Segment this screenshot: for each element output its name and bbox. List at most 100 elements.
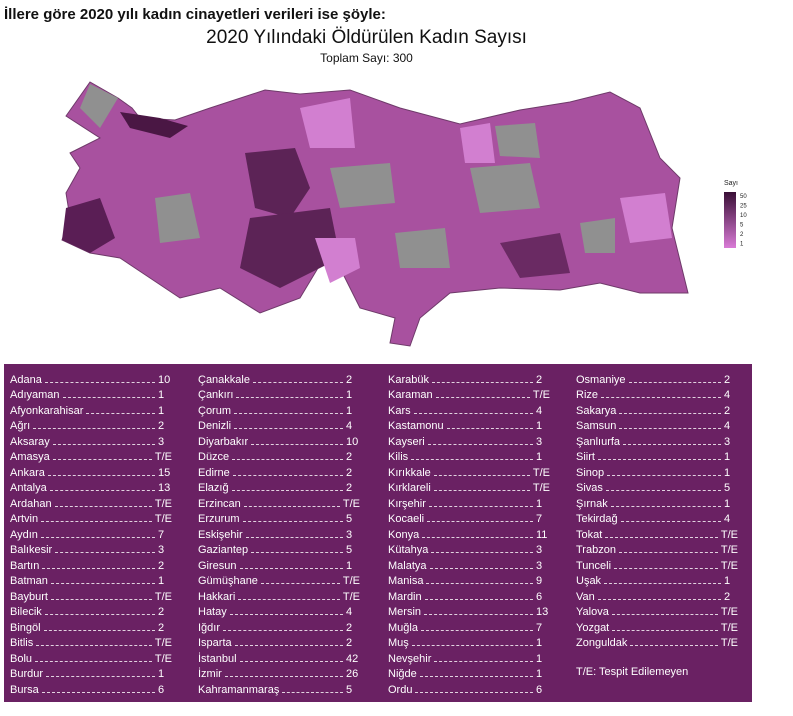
province-count: T/E — [154, 637, 172, 649]
table-row: Aksaray 3 — [10, 432, 172, 448]
dash-leader — [42, 567, 155, 569]
table-row: Kocaeli 7 — [388, 510, 550, 525]
table-row: Karabük 2 — [388, 370, 550, 386]
province-count: T/E — [342, 497, 360, 510]
table-row: Elazığ 2 — [198, 479, 360, 494]
table-row: Yozgat T/E — [576, 618, 738, 634]
table-row: Van 2 — [576, 587, 738, 603]
province-count: T/E — [342, 590, 360, 603]
province-name: Isparta — [198, 637, 232, 649]
table-row: Gümüşhane T/E — [198, 572, 360, 587]
province-count: 9 — [536, 575, 543, 587]
table-row: Kırklareli T/E — [388, 479, 550, 494]
province-count: T/E — [342, 575, 360, 587]
dash-leader — [618, 552, 718, 553]
table-row: Tunceli T/E — [576, 556, 738, 572]
province-count: 4 — [346, 420, 353, 432]
table-row: Tokat T/E — [576, 525, 738, 541]
province-name: İzmir — [198, 668, 222, 680]
table-row: Hatay 4 — [198, 603, 360, 618]
table-row: İstanbul 42 — [198, 649, 360, 665]
province-name: Denizli — [198, 420, 232, 432]
province-count: 10 — [346, 435, 359, 448]
region-light — [315, 238, 360, 283]
province-count: 1 — [724, 497, 731, 510]
province-name: Artvin — [10, 513, 39, 525]
dash-leader — [424, 614, 533, 615]
table-row: Bayburt T/E — [10, 587, 172, 603]
province-name: Amasya — [10, 451, 50, 463]
region-light — [300, 98, 355, 148]
province-count: T/E — [720, 544, 738, 556]
province-name: Burdur — [10, 668, 44, 680]
dash-leader — [429, 567, 533, 569]
region-dark — [245, 148, 310, 218]
region-gray — [580, 218, 615, 253]
table-row: Kastamonu 1 — [388, 417, 550, 432]
province-count: T/E — [532, 482, 550, 494]
province-count: 3 — [346, 528, 353, 541]
province-count: T/E — [154, 590, 172, 603]
province-name: Kırıkkale — [388, 466, 431, 479]
province-name: Muş — [388, 637, 409, 649]
province-name: Şırnak — [576, 497, 608, 510]
table-column: Adana 10 Adıyaman 1 Afyonkarahisar 1 Ağrı 2 Aksa… — [10, 370, 172, 696]
province-name: Ordu — [388, 683, 413, 696]
dash-leader — [33, 428, 155, 429]
province-name: Sakarya — [576, 404, 617, 417]
province-name: Rize — [576, 389, 599, 401]
legend-tick-label: 5 — [740, 223, 744, 229]
region-gray — [155, 193, 200, 243]
dash-leader — [234, 412, 343, 414]
dash-leader — [50, 583, 155, 584]
table-row: Düzce 2 — [198, 448, 360, 463]
province-name: Kırklareli — [388, 482, 431, 494]
province-name: Zonguldak — [576, 637, 628, 649]
dash-leader — [43, 629, 155, 631]
province-name: Batman — [10, 575, 48, 587]
province-count: 1 — [158, 389, 165, 401]
table-row: Çorum 1 — [198, 401, 360, 417]
dash-leader — [231, 490, 343, 491]
table-row: Adana 10 — [10, 370, 172, 386]
table-row: Balıkesir 3 — [10, 541, 172, 556]
province-count: 1 — [536, 637, 543, 649]
table-row: Uşak 1 — [576, 572, 738, 587]
dash-leader — [223, 629, 343, 631]
province-name: Ankara — [10, 466, 45, 479]
province-name: Bayburt — [10, 590, 48, 603]
province-count: 1 — [724, 575, 731, 587]
dash-leader — [630, 645, 718, 646]
province-count: 2 — [158, 559, 165, 572]
table-row: Erzincan T/E — [198, 494, 360, 510]
province-count: T/E — [720, 637, 738, 649]
province-name: Muğla — [388, 621, 418, 634]
dash-leader — [411, 645, 533, 646]
dash-leader — [36, 645, 152, 646]
province-name: İstanbul — [198, 652, 237, 665]
province-name: Manisa — [388, 575, 424, 587]
dash-leader — [413, 412, 533, 414]
table-row: Bitlis T/E — [10, 634, 172, 649]
province-name: Ardahan — [10, 497, 52, 510]
province-count: T/E — [154, 497, 172, 510]
province-name: Giresun — [198, 559, 237, 572]
table-row: Nevşehir 1 — [388, 649, 550, 665]
province-name: Balıkesir — [10, 544, 53, 556]
province-count: 4 — [724, 513, 731, 525]
region-dark — [240, 208, 340, 288]
province-count: 13 — [158, 482, 171, 494]
province-name: Eskişehir — [198, 528, 243, 541]
dash-leader — [427, 521, 533, 522]
table-row: Şanlıurfa 3 — [576, 432, 738, 448]
table-row: İzmir 26 — [198, 665, 360, 680]
map-title: 2020 Yılındaki Öldürülen Kadın Sayısı — [206, 27, 527, 48]
province-name: Düzce — [198, 451, 230, 463]
legend-scale — [724, 192, 736, 248]
dash-leader — [232, 459, 343, 460]
province-count: 1 — [536, 497, 543, 510]
table-row: Afyonkarahisar 1 — [10, 401, 172, 417]
province-count: 6 — [536, 683, 543, 696]
province-count: 4 — [346, 606, 353, 618]
